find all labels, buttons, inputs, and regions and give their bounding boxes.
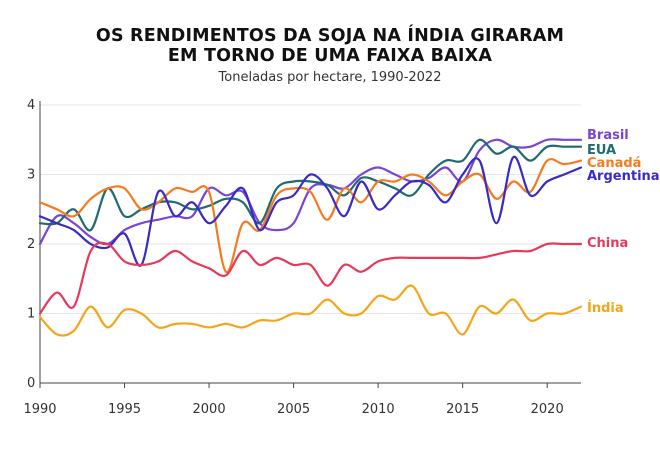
x-tick-label-2020: 2020	[531, 402, 564, 417]
y-tick-label-0: 0	[27, 376, 35, 391]
chart-subtitle: Toneladas por hectare, 1990-2022	[218, 70, 442, 85]
series-line-eua	[38, 138, 583, 232]
y-tick-label-2: 2	[27, 237, 35, 252]
y-tick-label-1: 1	[27, 307, 35, 322]
legend-label-china: China	[587, 236, 628, 251]
series-line-canada	[38, 158, 583, 273]
series-line-india	[38, 284, 583, 337]
x-tick-label-2000: 2000	[193, 402, 226, 417]
series-lines	[38, 138, 583, 337]
chart-title-line-1: OS RENDIMENTOS DA SOJA NA ÍNDIA GIRARAM	[95, 26, 565, 46]
x-tick-label-1990: 1990	[23, 402, 56, 417]
legend-label-brasil: Brasil	[587, 128, 629, 143]
legend-label-india: Índia	[587, 300, 624, 316]
y-tick-label-4: 4	[27, 98, 35, 113]
x-tick-label-2015: 2015	[446, 402, 479, 417]
x-tick-label-2005: 2005	[277, 402, 310, 417]
x-tick-label-2010: 2010	[362, 402, 395, 417]
series-line-argentina	[38, 155, 583, 267]
x-tick-label-1995: 1995	[108, 402, 141, 417]
series-line-brasil	[38, 138, 583, 246]
axes: 0 1 2 3 4 1990 1995 2000 2005 2010 2015 2020	[23, 98, 581, 417]
legend-label-eua: EUA	[587, 143, 616, 158]
legend-label-argentina: Argentina	[587, 169, 660, 184]
legend-label-canada: Canadá	[587, 156, 641, 171]
series-line-china	[38, 241, 583, 315]
y-tick-label-3: 3	[27, 168, 35, 183]
chart-title-line-2: EM TORNO DE UMA FAIXA BAIXA	[167, 46, 493, 66]
